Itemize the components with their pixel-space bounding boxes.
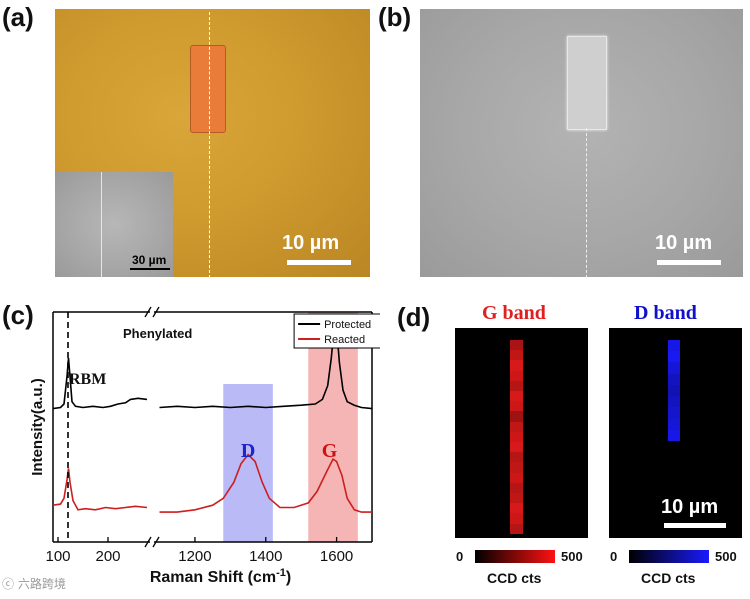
map-pixel — [510, 401, 523, 412]
map-pixel — [510, 391, 523, 402]
map-pixel — [668, 384, 680, 397]
map-pixel — [510, 380, 523, 392]
inset-scale-bar — [130, 268, 170, 270]
map-pixel — [510, 340, 523, 351]
sem-nanotube-line — [586, 128, 587, 278]
x-tick-label: 1200 — [178, 548, 211, 565]
map-pixel — [510, 431, 523, 443]
map-pixel — [510, 411, 523, 422]
x-axis-label: Raman Shift (cm-1) — [150, 567, 291, 586]
series-line-protected — [52, 357, 148, 410]
inset-scale-label: 30 µm — [132, 253, 167, 267]
axis-break-mark — [144, 306, 152, 318]
panel-label-b: (b) — [378, 2, 412, 32]
map-pixel — [510, 421, 523, 432]
map-pixel — [510, 452, 523, 463]
map-pixel — [510, 472, 523, 483]
map-pixel — [510, 513, 523, 524]
axis-break-mark — [152, 306, 160, 318]
map-pixel — [668, 373, 680, 385]
g-band-label: G — [322, 440, 338, 462]
x-tick-label: 200 — [95, 548, 120, 565]
d-band-region — [223, 384, 273, 542]
legend-box — [293, 313, 380, 349]
d-band-stripe — [668, 340, 680, 441]
x-tick-label: 100 — [45, 548, 70, 565]
d-band-title: D band — [634, 302, 697, 324]
x-tick-label: 1600 — [320, 548, 353, 565]
d-colorbar-max: 500 — [715, 549, 737, 564]
g-colorbar — [475, 550, 555, 563]
axis-break-mark — [144, 536, 152, 548]
map-pixel — [668, 351, 680, 363]
y-axis-label: Intensity(a.u.) — [29, 378, 46, 476]
map-pixel — [510, 370, 523, 381]
g-colorbar-label: CCD cts — [487, 570, 542, 586]
g-colorbar-max: 500 — [561, 549, 583, 564]
sem-scale-bar — [657, 260, 721, 265]
map-pixel — [668, 429, 680, 441]
d-colorbar — [629, 550, 709, 563]
map-pixel — [510, 462, 523, 473]
g-band-stripe — [510, 340, 523, 534]
rbm-label: RBM — [69, 371, 106, 388]
map-pixel — [668, 362, 680, 374]
optical-nanotube-line — [209, 12, 210, 278]
sem-protected-rectangle — [567, 36, 607, 130]
legend-label-reacted: Reacted — [324, 334, 365, 346]
axis-break-mark — [152, 536, 160, 548]
map-scale-label: 10 µm — [661, 496, 719, 518]
d-colorbar-min: 0 — [610, 549, 618, 564]
optical-scale-label: 10 µm — [282, 232, 340, 254]
map-pixel — [668, 407, 680, 419]
map-pixel — [668, 396, 680, 408]
optical-scale-bar — [287, 260, 351, 265]
optical-protected-rectangle — [190, 45, 226, 133]
panel-label-c: (c) — [2, 300, 34, 330]
g-colorbar-min: 0 — [456, 549, 464, 564]
map-pixel — [668, 340, 680, 352]
sem-scale-label: 10 µm — [655, 232, 713, 254]
g-band-title: G band — [482, 302, 546, 324]
map-pixel — [510, 523, 523, 534]
map-pixel — [510, 482, 523, 494]
raman-chart: 100 200 1200 1400 1600 Raman Shift (cm-1) Inte… — [29, 306, 380, 586]
d-band-label: D — [241, 440, 255, 462]
map-scale-bar — [664, 523, 726, 528]
series-line-reacted — [159, 453, 372, 513]
series-line-reacted — [52, 468, 148, 511]
map-pixel — [510, 493, 523, 504]
map-pixel — [510, 503, 523, 514]
panel-label-a: (a) — [2, 2, 34, 32]
inset-nanotube-line — [101, 172, 102, 277]
legend-label-protected: Protected — [324, 319, 371, 331]
map-pixel — [510, 442, 523, 453]
sample-label: Phenylated — [123, 326, 192, 341]
watermark: ⓒ 六路跨境 — [2, 577, 66, 591]
series-line-protected — [159, 318, 373, 410]
panel-label-d: (d) — [397, 302, 431, 332]
x-tick-label: 1400 — [249, 548, 282, 565]
map-pixel — [510, 350, 523, 361]
map-pixel — [510, 360, 523, 371]
sem-inset — [55, 172, 173, 277]
d-colorbar-label: CCD cts — [641, 570, 696, 586]
map-pixel — [668, 418, 680, 430]
